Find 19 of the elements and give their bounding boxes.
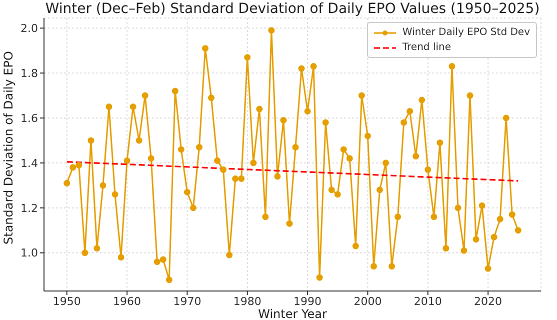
x-axis-title: Winter Year [258,307,327,320]
x-tick-label: 2020 [474,294,502,308]
x-tick-label: 1950 [52,294,81,308]
y-tick-label: 2.0 [20,22,38,36]
x-tick-label: 1990 [294,294,322,308]
x-tick-label: 1980 [233,294,262,308]
legend-label: Winter Daily EPO Std Dev [402,26,530,40]
chart-title: Winter (Dec–Feb) Standard Deviation of Daily EPO Values (1950–2025) [44,1,541,17]
x-tick-label: 1960 [113,294,142,308]
x-tick-label: 2010 [414,294,442,308]
y-tick-label: 1.4 [20,156,38,170]
legend-label: Trend line [402,41,451,55]
y-tick-label: 1.0 [20,246,38,260]
y-axis-title: Standard Deviation of Daily EPO [1,51,16,244]
y-tick-label: 1.6 [20,112,38,125]
x-tick-label: 2000 [354,294,382,308]
x-tick-label: 1970 [173,294,202,308]
y-tick-label: 1.8 [20,66,38,80]
y-tick-label: 1.2 [20,202,38,215]
